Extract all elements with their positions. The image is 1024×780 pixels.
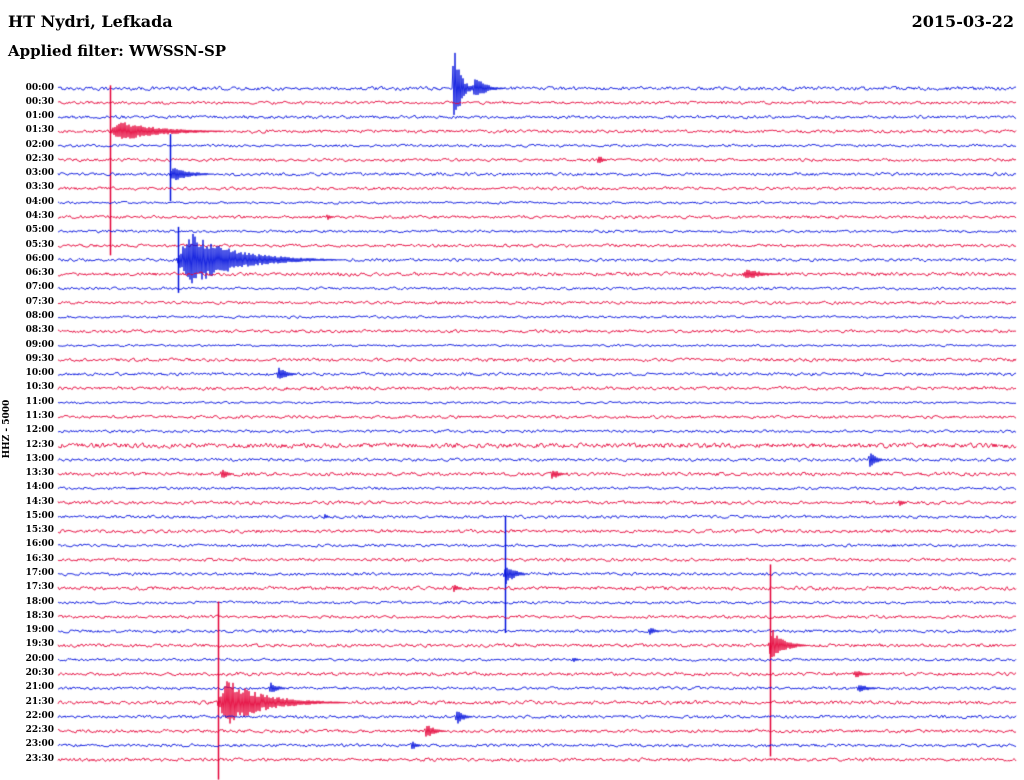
time-label: 00:00 (25, 82, 54, 93)
time-label: 23:30 (25, 753, 54, 764)
time-label: 13:00 (25, 453, 54, 464)
time-label: 20:00 (25, 653, 54, 664)
time-label: 22:00 (25, 710, 54, 721)
time-label: 00:30 (25, 96, 54, 107)
time-label: 05:00 (25, 225, 54, 236)
time-label: 21:00 (25, 682, 54, 693)
time-label: 07:30 (25, 296, 54, 307)
time-label: 14:00 (25, 482, 54, 493)
time-label: 02:00 (25, 139, 54, 150)
time-label: 04:30 (25, 211, 54, 222)
time-label: 01:30 (25, 125, 54, 136)
time-label: 04:00 (25, 196, 54, 207)
station-title: HT Nydri, Lefkada (8, 12, 173, 31)
time-label: 03:00 (25, 168, 54, 179)
time-label: 16:00 (25, 539, 54, 550)
time-label: 05:30 (25, 239, 54, 250)
time-label: 02:30 (25, 153, 54, 164)
filter-label: Applied filter: WWSSN-SP (8, 42, 227, 60)
time-label: 07:00 (25, 282, 54, 293)
time-label: 09:00 (25, 339, 54, 350)
time-label: 03:30 (25, 182, 54, 193)
time-label: 18:30 (25, 610, 54, 621)
time-label: 08:00 (25, 310, 54, 321)
time-label: 06:30 (25, 268, 54, 279)
time-label: 10:30 (25, 382, 54, 393)
time-label: 21:30 (25, 696, 54, 707)
time-label: 17:30 (25, 582, 54, 593)
time-label: 14:30 (25, 496, 54, 507)
time-label: 19:00 (25, 625, 54, 636)
time-label: 15:30 (25, 525, 54, 536)
time-label: 22:30 (25, 725, 54, 736)
time-label: 01:00 (25, 111, 54, 122)
time-label: 15:00 (25, 510, 54, 521)
time-label: 08:30 (25, 325, 54, 336)
time-label: 13:30 (25, 468, 54, 479)
time-label: 19:30 (25, 639, 54, 650)
time-label: 16:30 (25, 553, 54, 564)
time-label: 18:00 (25, 596, 54, 607)
record-date: 2015-03-22 (911, 12, 1014, 31)
time-label: 12:00 (25, 425, 54, 436)
time-label: 11:30 (25, 410, 54, 421)
time-label: 09:30 (25, 353, 54, 364)
time-label: 20:30 (25, 667, 54, 678)
time-label: 12:30 (25, 439, 54, 450)
time-label: 06:00 (25, 253, 54, 264)
time-label: 10:00 (25, 368, 54, 379)
time-label: 11:00 (25, 396, 54, 407)
time-label: 17:00 (25, 568, 54, 579)
time-label: 23:00 (25, 739, 54, 750)
